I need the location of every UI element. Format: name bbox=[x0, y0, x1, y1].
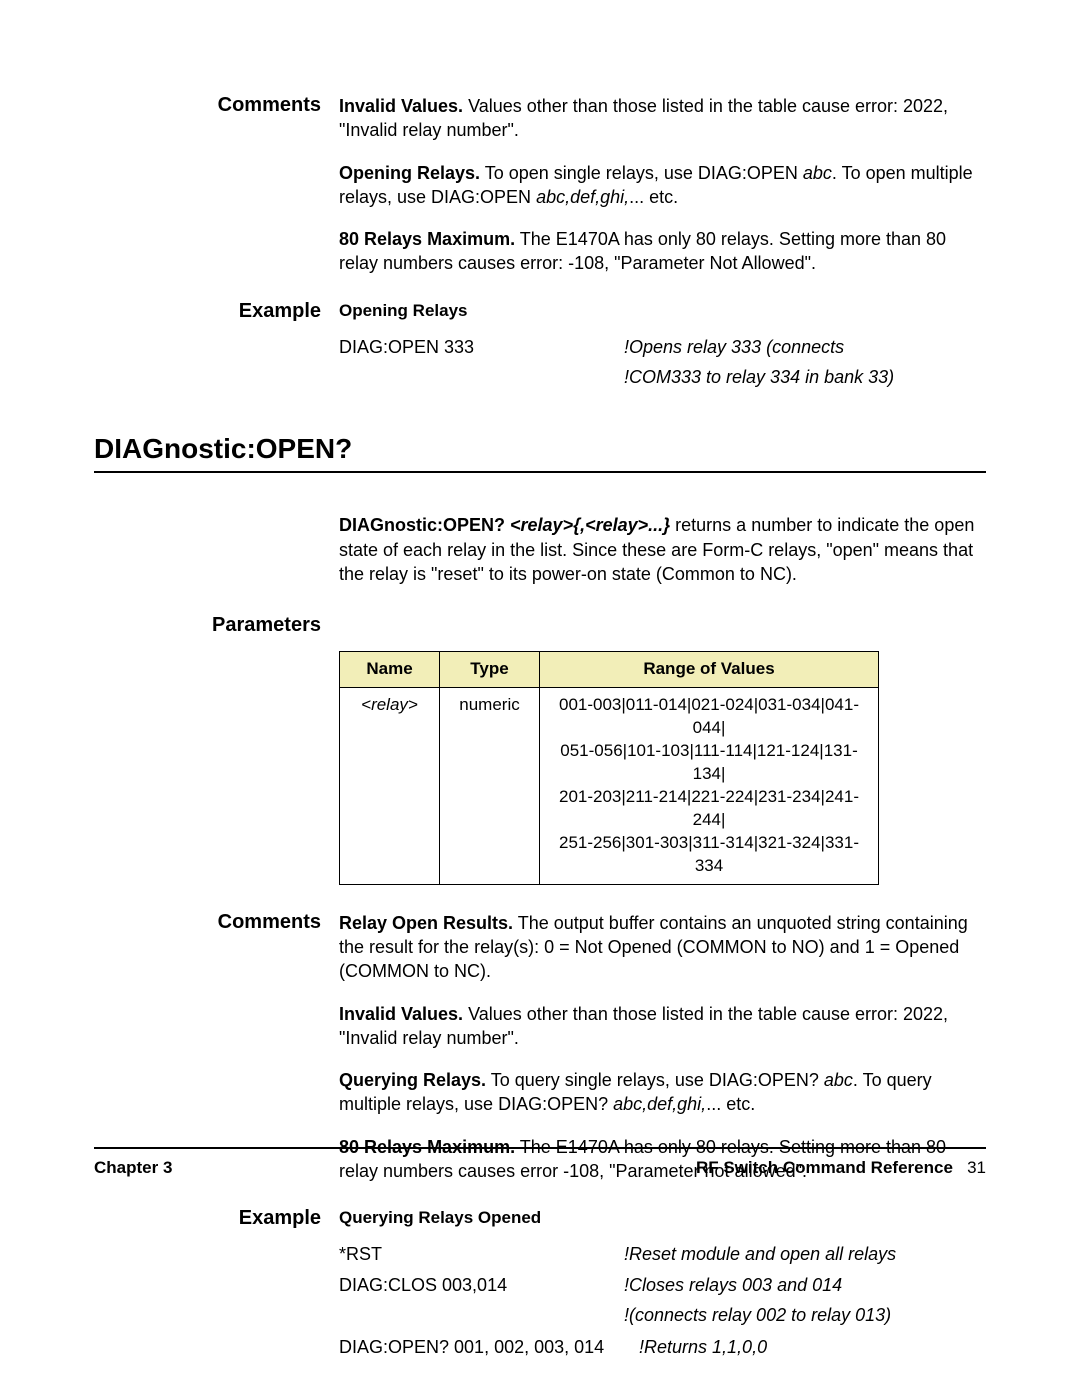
para-invalid-values-1: Invalid Values. Values other than those … bbox=[339, 94, 986, 143]
para-querying-relays: Querying Relays. To query single relays,… bbox=[339, 1068, 986, 1117]
lead: Invalid Values. bbox=[339, 1004, 463, 1024]
example-content-2: Querying Relays Opened *RST !Reset modul… bbox=[339, 1207, 986, 1365]
code-comment: !Reset module and open all relays bbox=[624, 1242, 986, 1266]
arg: abc bbox=[803, 163, 832, 183]
lead: Querying Relays. bbox=[339, 1070, 486, 1090]
section-rule bbox=[94, 471, 986, 473]
arg: abc,def,ghi, bbox=[536, 187, 629, 207]
cell-name: <relay> bbox=[340, 688, 440, 885]
intro-content: DIAGnostic:OPEN? <relay>{,<relay>...} re… bbox=[339, 513, 986, 604]
para-invalid-values-2: Invalid Values. Values other than those … bbox=[339, 1002, 986, 1051]
col-range: Range of Values bbox=[540, 652, 879, 688]
example-label: Example bbox=[94, 300, 339, 323]
footer-right: RF Switch Command Reference 31 bbox=[696, 1158, 986, 1178]
example-subhead: Querying Relays Opened bbox=[339, 1207, 986, 1230]
footer-rule bbox=[94, 1147, 986, 1149]
lead: 80 Relays Maximum. bbox=[339, 229, 515, 249]
table-row: <relay> numeric 001-003|011-014|021-024|… bbox=[340, 688, 879, 885]
para-80-relays-1: 80 Relays Maximum. The E1470A has only 8… bbox=[339, 227, 986, 276]
col-type: Type bbox=[440, 652, 540, 688]
table-header-row: Name Type Range of Values bbox=[340, 652, 879, 688]
code-line: DIAG:OPEN 333 !Opens relay 333 (connects bbox=[339, 335, 986, 359]
section-title: DIAGnostic:OPEN? bbox=[94, 433, 986, 465]
parameters-table: Name Type Range of Values <relay> numeri… bbox=[339, 651, 879, 884]
t: ... etc. bbox=[706, 1094, 755, 1114]
table-wrap: Name Type Range of Values <relay> numeri… bbox=[339, 651, 986, 884]
code-comment: !Closes relays 003 and 014 bbox=[624, 1273, 986, 1297]
parameters-block: Parameters bbox=[94, 614, 986, 637]
footer-chapter: Chapter 3 bbox=[94, 1158, 172, 1178]
comments-label: Comments bbox=[94, 94, 339, 117]
code-cmd: *RST bbox=[339, 1242, 624, 1266]
parameters-table-row: Name Type Range of Values <relay> numeri… bbox=[94, 651, 986, 884]
example-block-2: Example Querying Relays Opened *RST !Res… bbox=[94, 1207, 986, 1365]
col-name: Name bbox=[340, 652, 440, 688]
example-block-1: Example Opening Relays DIAG:OPEN 333 !Op… bbox=[94, 300, 986, 396]
syntax: <relay>{,<relay>...} bbox=[510, 515, 670, 535]
code-comment: !Returns 1,1,0,0 bbox=[639, 1335, 986, 1359]
cell-range: 001-003|011-014|021-024|031-034|041-044|… bbox=[540, 688, 879, 885]
footer-title: RF Switch Command Reference bbox=[696, 1158, 953, 1177]
code-cmd: DIAG:OPEN 333 bbox=[339, 335, 624, 359]
para-opening-relays: Opening Relays. To open single relays, u… bbox=[339, 161, 986, 210]
code-comment: !COM333 to relay 334 in bank 33) bbox=[624, 365, 986, 389]
para-relay-open-results: Relay Open Results. The output buffer co… bbox=[339, 911, 986, 984]
page-content: Comments Invalid Values. Values other th… bbox=[94, 94, 986, 1371]
code-cmd bbox=[339, 365, 624, 389]
code-line: DIAG:CLOS 003,014 !Closes relays 003 and… bbox=[339, 1273, 986, 1297]
lead: Opening Relays. bbox=[339, 163, 480, 183]
code-cmd bbox=[339, 1303, 624, 1327]
lead: Invalid Values. bbox=[339, 96, 463, 116]
page-footer: Chapter 3 RF Switch Command Reference 31 bbox=[94, 1158, 986, 1178]
t: ... etc. bbox=[629, 187, 678, 207]
parameters-label: Parameters bbox=[94, 614, 339, 637]
comments-content-1: Invalid Values. Values other than those … bbox=[339, 94, 986, 294]
intro-block: DIAGnostic:OPEN? <relay>{,<relay>...} re… bbox=[94, 513, 986, 604]
arg: abc bbox=[824, 1070, 853, 1090]
t: To query single relays, use DIAG:OPEN? bbox=[486, 1070, 824, 1090]
code-line: !(connects relay 002 to relay 013) bbox=[339, 1303, 986, 1327]
code-line: *RST !Reset module and open all relays bbox=[339, 1242, 986, 1266]
example-label: Example bbox=[94, 1207, 339, 1230]
comments-block-1: Comments Invalid Values. Values other th… bbox=[94, 94, 986, 294]
footer-page: 31 bbox=[967, 1158, 986, 1177]
lead: Relay Open Results. bbox=[339, 913, 513, 933]
cell-type: numeric bbox=[440, 688, 540, 885]
code-cmd: DIAG:CLOS 003,014 bbox=[339, 1273, 624, 1297]
t: To open single relays, use DIAG:OPEN bbox=[480, 163, 803, 183]
arg: abc,def,ghi, bbox=[613, 1094, 706, 1114]
lead: DIAGnostic:OPEN? bbox=[339, 515, 510, 535]
code-comment: !(connects relay 002 to relay 013) bbox=[624, 1303, 986, 1327]
code-comment: !Opens relay 333 (connects bbox=[624, 335, 986, 359]
comments-label: Comments bbox=[94, 911, 339, 934]
example-subhead: Opening Relays bbox=[339, 300, 986, 323]
code-line: DIAG:OPEN? 001, 002, 003, 014 !Returns 1… bbox=[339, 1335, 986, 1359]
example-content-1: Opening Relays DIAG:OPEN 333 !Opens rela… bbox=[339, 300, 986, 396]
code-cmd: DIAG:OPEN? 001, 002, 003, 014 bbox=[339, 1335, 639, 1359]
code-line: !COM333 to relay 334 in bank 33) bbox=[339, 365, 986, 389]
intro-para: DIAGnostic:OPEN? <relay>{,<relay>...} re… bbox=[339, 513, 986, 586]
